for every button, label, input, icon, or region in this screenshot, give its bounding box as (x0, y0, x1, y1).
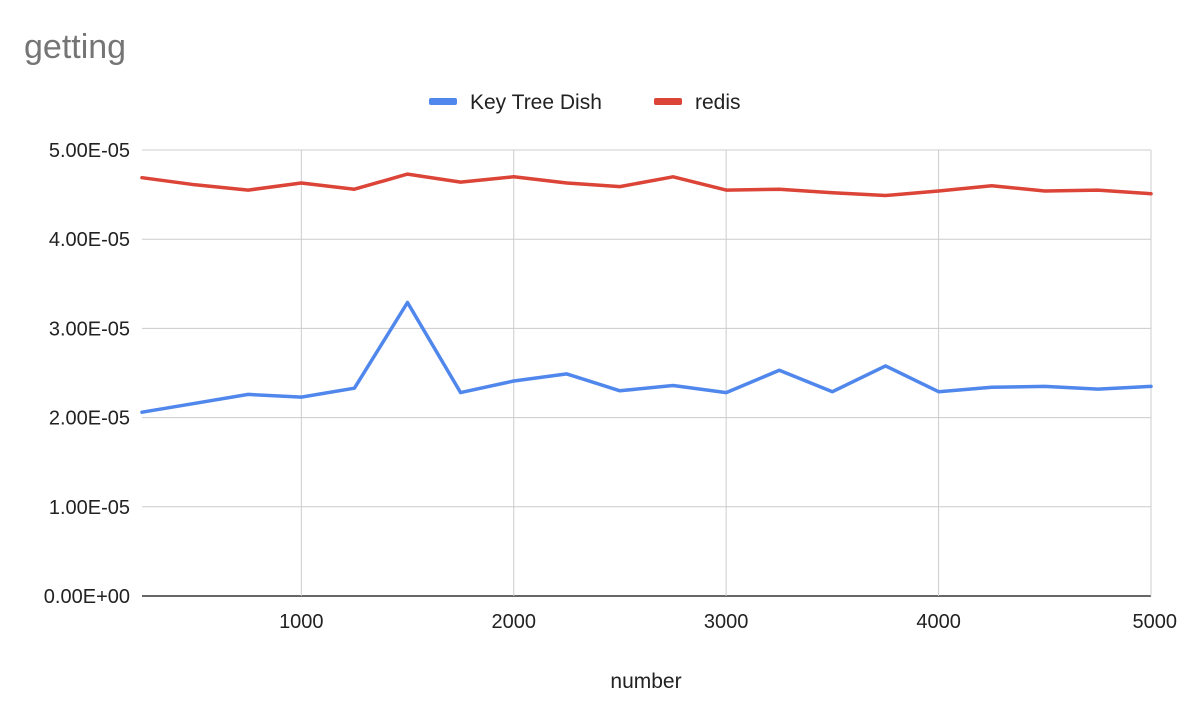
chart-title: getting (24, 28, 126, 66)
data-point (140, 411, 144, 414)
data-point (1096, 188, 1100, 192)
x-axis-ticks: 1000 2000 3000 4000 5000 (279, 611, 1177, 633)
data-point (1149, 385, 1153, 388)
legend-swatch (429, 98, 457, 105)
data-point (884, 194, 887, 197)
data-point (300, 395, 303, 399)
y-axis-ticks: 0.00E+00 1.00E-05 2.00E-05 3.00E-05 4.00E-05… (44, 140, 130, 608)
x-tick-label: 2000 (491, 611, 536, 633)
series-line (140, 172, 1153, 198)
data-point (831, 390, 834, 393)
data-point (724, 188, 728, 192)
legend-label: redis (695, 91, 741, 114)
data-point (406, 172, 409, 176)
data-point (778, 369, 781, 372)
data-point (937, 390, 940, 393)
data-point (618, 185, 622, 188)
y-tick-label: 3.00E-05 (49, 318, 130, 340)
data-point (778, 188, 781, 191)
y-tick-label: 4.00E-05 (49, 229, 130, 251)
data-point (671, 384, 675, 387)
gridlines (142, 149, 1152, 597)
data-point (459, 391, 462, 394)
data-point (193, 402, 197, 405)
series-line (140, 300, 1153, 414)
data-point (671, 175, 675, 178)
data-point (459, 180, 462, 184)
data-point (512, 175, 515, 178)
data-point (884, 364, 887, 368)
data-point (618, 389, 622, 393)
data-point (140, 176, 144, 179)
data-point (1149, 192, 1153, 195)
data-point (1043, 189, 1046, 193)
data-point (1043, 385, 1046, 388)
series-lines (140, 172, 1153, 414)
x-axis-title: number (610, 670, 681, 693)
legend-label: Key Tree Dish (470, 91, 602, 114)
data-point (193, 183, 197, 186)
data-point (990, 386, 993, 389)
data-point (247, 188, 250, 192)
data-point (831, 191, 834, 195)
x-tick-label: 1000 (279, 611, 324, 633)
data-point (990, 184, 993, 187)
data-point (937, 189, 940, 193)
legend: Key Tree Dish redis (429, 91, 741, 114)
legend-swatch (654, 98, 682, 105)
data-point (565, 181, 569, 185)
data-point (406, 301, 409, 304)
y-tick-label: 5.00E-05 (49, 140, 130, 162)
data-point (247, 393, 250, 396)
x-tick-label: 4000 (916, 611, 961, 633)
x-tick-label: 3000 (704, 611, 749, 633)
y-tick-label: 0.00E+00 (44, 586, 130, 608)
data-point (353, 188, 356, 191)
data-point (1096, 387, 1100, 391)
y-tick-label: 2.00E-05 (49, 408, 130, 430)
data-point (300, 181, 303, 185)
y-tick-label: 1.00E-05 (49, 497, 130, 519)
data-point (724, 391, 728, 394)
x-tick-label: 5000 (1133, 611, 1178, 633)
data-point (565, 372, 569, 376)
data-point (512, 379, 515, 383)
data-point (353, 386, 356, 390)
